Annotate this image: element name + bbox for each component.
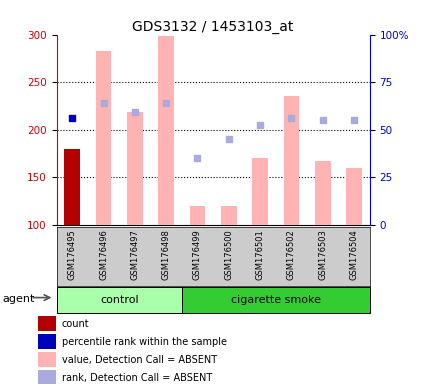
Text: GSM176499: GSM176499 bbox=[193, 230, 201, 280]
Text: count: count bbox=[62, 319, 89, 329]
Bar bbox=[189, 206, 205, 225]
Text: percentile rank within the sample: percentile rank within the sample bbox=[62, 337, 226, 347]
Bar bbox=[64, 149, 80, 225]
Bar bbox=[38, 334, 56, 349]
Text: value, Detection Call = ABSENT: value, Detection Call = ABSENT bbox=[62, 355, 217, 365]
Text: GSM176495: GSM176495 bbox=[68, 230, 76, 280]
Bar bbox=[56, 287, 181, 313]
Text: GSM176501: GSM176501 bbox=[255, 230, 264, 280]
Bar bbox=[38, 316, 56, 331]
Bar bbox=[127, 113, 142, 225]
Bar bbox=[38, 370, 56, 384]
Text: GSM176498: GSM176498 bbox=[161, 230, 170, 280]
Point bbox=[256, 122, 263, 128]
Point bbox=[162, 100, 169, 106]
Text: rank, Detection Call = ABSENT: rank, Detection Call = ABSENT bbox=[62, 373, 211, 383]
Bar bbox=[181, 287, 369, 313]
Text: GSM176504: GSM176504 bbox=[349, 230, 358, 280]
Point bbox=[319, 117, 326, 123]
Text: GSM176496: GSM176496 bbox=[99, 230, 108, 280]
Point bbox=[131, 109, 138, 116]
Text: agent: agent bbox=[2, 294, 34, 304]
Point bbox=[350, 117, 357, 123]
Text: GSM176502: GSM176502 bbox=[286, 230, 295, 280]
Text: GSM176500: GSM176500 bbox=[224, 230, 233, 280]
Point bbox=[225, 136, 232, 142]
Bar bbox=[314, 161, 330, 225]
Bar bbox=[158, 36, 174, 225]
Point bbox=[194, 155, 201, 161]
Point bbox=[287, 115, 294, 121]
Point bbox=[100, 100, 107, 106]
Text: GSM176497: GSM176497 bbox=[130, 230, 139, 280]
Text: cigarette smoke: cigarette smoke bbox=[230, 295, 320, 305]
Text: control: control bbox=[100, 295, 138, 305]
Title: GDS3132 / 1453103_at: GDS3132 / 1453103_at bbox=[132, 20, 293, 33]
Bar bbox=[95, 51, 111, 225]
Bar bbox=[220, 206, 236, 225]
Bar bbox=[283, 96, 299, 225]
Bar bbox=[38, 352, 56, 367]
Bar bbox=[345, 168, 361, 225]
Text: GSM176503: GSM176503 bbox=[318, 230, 326, 280]
Bar bbox=[252, 158, 267, 225]
Point bbox=[69, 115, 76, 121]
